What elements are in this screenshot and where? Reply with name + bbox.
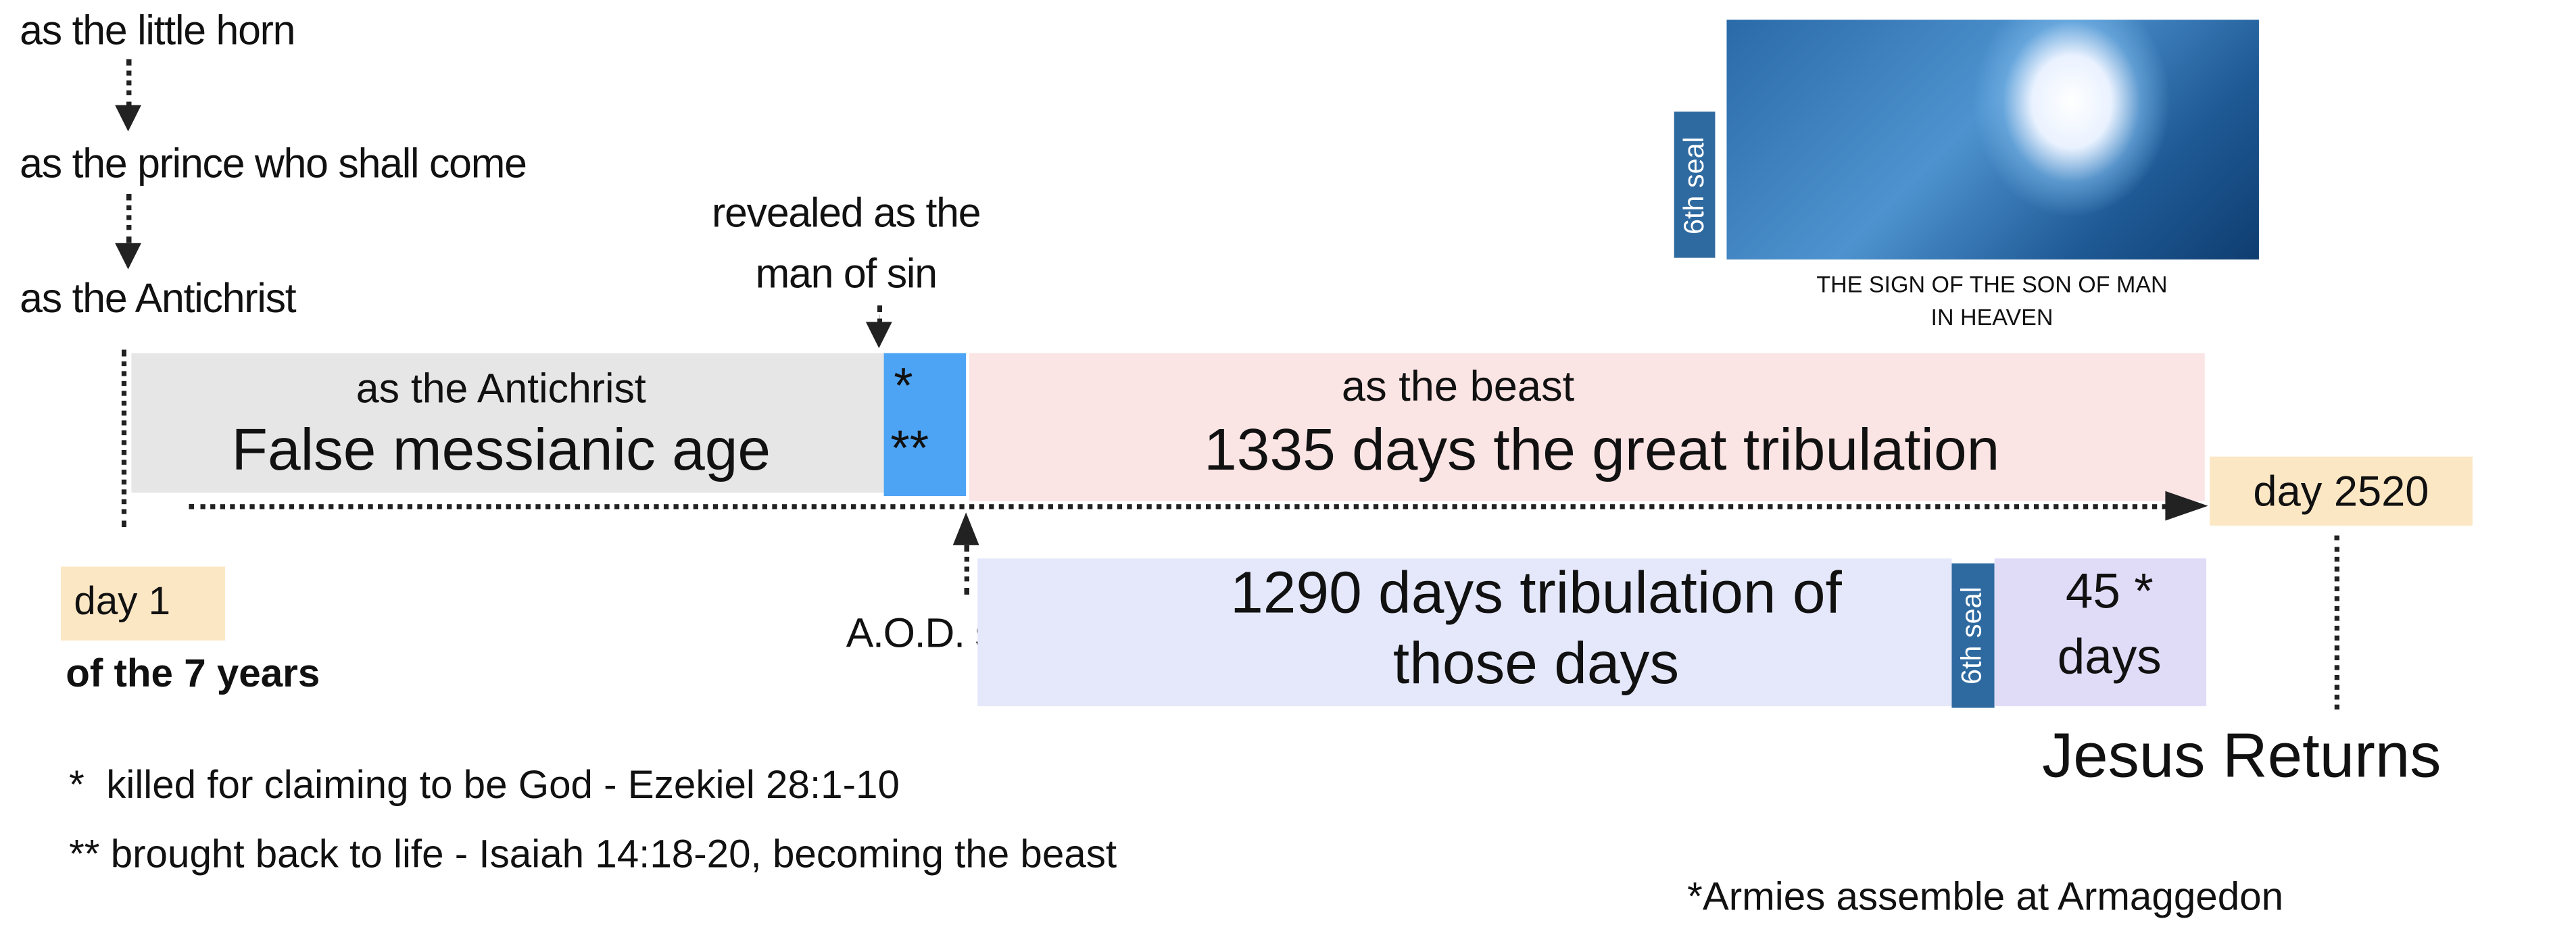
- footnote-armies: *Armies assemble at Armaggedon: [1687, 875, 2284, 920]
- death-resurrection-box: * **: [883, 353, 967, 497]
- false-messianic-age-box: as the Antichrist False messianic age: [131, 353, 884, 493]
- revealed-label-line1: revealed as the: [712, 190, 981, 236]
- image-seal-label: 6th seal: [1678, 136, 1709, 234]
- timeline-axis: [189, 504, 2177, 509]
- day-1-sub: of the 7 years: [66, 651, 320, 697]
- footnote-single-asterisk: * killed for claiming to be God - Ezekie…: [69, 764, 900, 808]
- image-caption-line1: THE SIGN OF THE SON OF MAN: [1816, 271, 2168, 297]
- arrow-up-icon: [952, 512, 979, 545]
- dotted-connector: [964, 545, 969, 595]
- arrow-right-icon: [2165, 491, 2208, 521]
- great-tribulation-box: as the beast 1335 days the great tribula…: [969, 353, 2205, 501]
- end-marker-line: [2334, 535, 2340, 710]
- double-asterisk: **: [890, 422, 929, 476]
- day-2520-label: day 2520: [2253, 466, 2429, 516]
- arrow-down-icon: [115, 105, 142, 132]
- gray-title: False messianic age: [231, 415, 771, 483]
- day-1-badge: day 1: [60, 566, 225, 641]
- lavender-line1: 1290 days tribulation of: [1230, 558, 1842, 626]
- tribulation-1290-box: 1290 days tribulation of those days: [977, 558, 1952, 707]
- pink-subtitle: as the beast: [1341, 361, 1575, 411]
- jesus-returns-label: Jesus Returns: [2042, 722, 2441, 792]
- footnote-double-asterisk: ** brought back to life - Isaiah 14:18-2…: [69, 832, 1117, 877]
- pink-title: 1335 days the great tribulation: [1204, 415, 2000, 483]
- revealed-label-line2: man of sin: [755, 251, 938, 297]
- sign-of-son-of-man-image: [1726, 20, 2259, 260]
- arrow-down-icon: [865, 322, 892, 349]
- stage-antichrist: as the Antichrist: [20, 276, 297, 322]
- gray-subtitle: as the Antichrist: [356, 366, 646, 413]
- sixth-seal-marker: 6th seal: [1951, 563, 1995, 708]
- dotted-connector: [126, 59, 132, 109]
- arrow-down-icon: [115, 243, 142, 270]
- sixth-seal-label: 6th seal: [1956, 587, 1988, 684]
- purple-line1: 45 *: [2065, 565, 2154, 620]
- dotted-connector: [877, 305, 883, 326]
- stage-prince: as the prince who shall come: [20, 141, 527, 188]
- lavender-line2: those days: [1392, 628, 1680, 697]
- image-seal-marker: 6th seal: [1674, 111, 1716, 258]
- dotted-connector: [126, 193, 132, 243]
- start-marker-line: [121, 349, 127, 528]
- image-caption-line2: IN HEAVEN: [1930, 303, 2053, 330]
- day-1-label: day 1: [74, 579, 171, 624]
- stage-little-horn: as the little horn: [20, 8, 295, 55]
- single-asterisk: *: [894, 359, 913, 414]
- purple-line2: days: [2057, 630, 2162, 685]
- day-2520-badge: day 2520: [2210, 456, 2473, 526]
- armageddon-45-days-box: 45 * days: [1994, 558, 2207, 707]
